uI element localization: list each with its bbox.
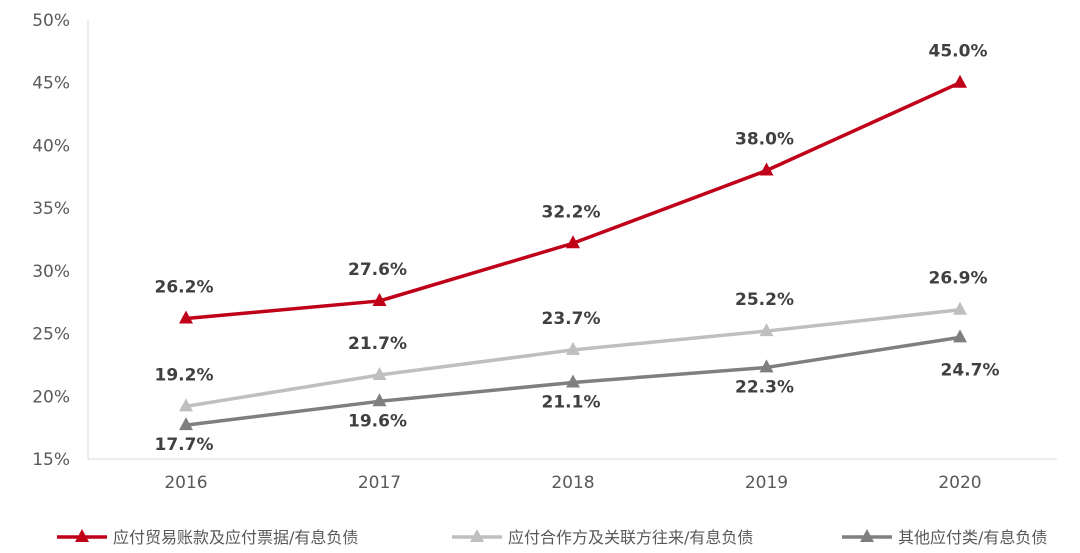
data-label: 21.7% bbox=[348, 334, 407, 354]
data-label: 32.2% bbox=[542, 202, 601, 222]
data-label: 22.3% bbox=[735, 377, 794, 397]
data-label: 19.6% bbox=[348, 411, 407, 431]
data-label: 19.2% bbox=[155, 365, 214, 385]
x-tick-label: 2016 bbox=[164, 473, 207, 493]
x-tick-label: 2019 bbox=[745, 473, 788, 493]
x-tick-label: 2018 bbox=[551, 473, 594, 493]
x-tick-label: 2020 bbox=[938, 473, 981, 493]
data-point-marker bbox=[759, 359, 774, 373]
legend-label: 应付合作方及关联方往来/有息负债 bbox=[508, 528, 753, 547]
data-point-marker bbox=[953, 301, 967, 315]
data-point-marker bbox=[953, 329, 967, 343]
y-tick-label: 40% bbox=[32, 136, 70, 156]
x-tick-label: 2017 bbox=[358, 473, 401, 493]
y-tick-label: 20% bbox=[32, 387, 70, 407]
data-label: 23.7% bbox=[542, 309, 601, 329]
data-point-marker bbox=[179, 417, 193, 431]
data-label: 38.0% bbox=[735, 130, 794, 150]
legend-marker bbox=[860, 529, 874, 542]
data-label: 27.6% bbox=[348, 260, 407, 280]
data-point-marker bbox=[179, 310, 193, 324]
data-point-marker bbox=[179, 398, 193, 412]
y-tick-label: 50% bbox=[32, 11, 70, 31]
y-tick-label: 15% bbox=[32, 450, 70, 470]
y-tick-label: 45% bbox=[32, 74, 70, 94]
data-point-marker bbox=[566, 374, 580, 388]
data-point-marker bbox=[759, 162, 774, 176]
y-tick-label: 25% bbox=[32, 325, 70, 345]
data-label: 17.7% bbox=[155, 435, 214, 455]
y-tick-label: 35% bbox=[32, 199, 70, 219]
data-label: 25.2% bbox=[735, 290, 794, 310]
data-point-marker bbox=[953, 74, 967, 88]
data-point-marker bbox=[372, 393, 387, 407]
data-label: 24.7% bbox=[941, 360, 1000, 380]
data-point-marker bbox=[372, 292, 387, 306]
data-label: 21.1% bbox=[542, 392, 601, 412]
data-point-marker bbox=[372, 366, 387, 380]
data-point-marker bbox=[566, 235, 580, 249]
legend-marker bbox=[75, 529, 89, 542]
data-point-marker bbox=[759, 323, 774, 337]
data-label: 26.9% bbox=[929, 269, 988, 289]
data-point-marker bbox=[566, 341, 580, 355]
y-tick-label: 30% bbox=[32, 262, 70, 282]
legend-marker bbox=[470, 529, 484, 542]
legend-label: 其他应付类/有息负债 bbox=[898, 528, 1047, 547]
data-label: 45.0% bbox=[929, 42, 988, 62]
legend-label: 应付贸易账款及应付票据/有息负债 bbox=[113, 528, 358, 547]
data-label: 26.2% bbox=[155, 278, 214, 298]
series-line-1 bbox=[185, 81, 961, 321]
